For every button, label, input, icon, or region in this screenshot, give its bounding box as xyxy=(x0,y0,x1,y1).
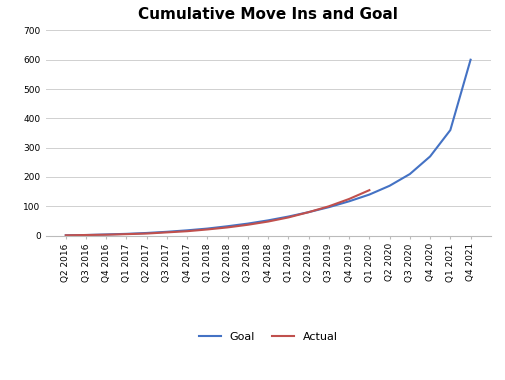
Actual xyxy=(224,225,230,230)
Legend: Goal, Actual: Goal, Actual xyxy=(194,327,341,346)
Goal xyxy=(406,172,412,176)
Actual xyxy=(204,227,210,232)
Goal xyxy=(325,205,331,209)
Actual xyxy=(123,232,129,236)
Goal xyxy=(285,214,291,219)
Actual xyxy=(244,222,250,227)
Goal xyxy=(386,184,392,188)
Actual xyxy=(325,204,331,209)
Goal xyxy=(446,128,452,132)
Actual xyxy=(103,233,109,237)
Goal xyxy=(123,231,129,236)
Actual xyxy=(366,188,372,192)
Goal xyxy=(164,230,170,234)
Goal xyxy=(244,221,250,226)
Goal xyxy=(204,226,210,231)
Title: Cumulative Move Ins and Goal: Cumulative Move Ins and Goal xyxy=(138,7,397,22)
Goal xyxy=(265,218,271,223)
Goal xyxy=(366,192,372,197)
Actual xyxy=(285,215,291,220)
Goal xyxy=(184,228,190,233)
Actual xyxy=(63,233,69,238)
Goal xyxy=(143,231,149,235)
Actual xyxy=(83,233,89,237)
Goal xyxy=(467,57,473,62)
Actual xyxy=(184,229,190,233)
Goal xyxy=(63,233,69,238)
Goal xyxy=(305,210,311,214)
Goal xyxy=(103,232,109,237)
Actual xyxy=(164,230,170,235)
Actual xyxy=(265,219,271,224)
Goal xyxy=(426,154,432,159)
Goal xyxy=(83,233,89,237)
Goal xyxy=(224,224,230,228)
Goal xyxy=(345,199,351,204)
Actual xyxy=(305,210,311,214)
Line: Goal: Goal xyxy=(66,60,470,235)
Line: Actual: Actual xyxy=(66,190,369,235)
Actual xyxy=(345,197,351,201)
Actual xyxy=(143,231,149,236)
